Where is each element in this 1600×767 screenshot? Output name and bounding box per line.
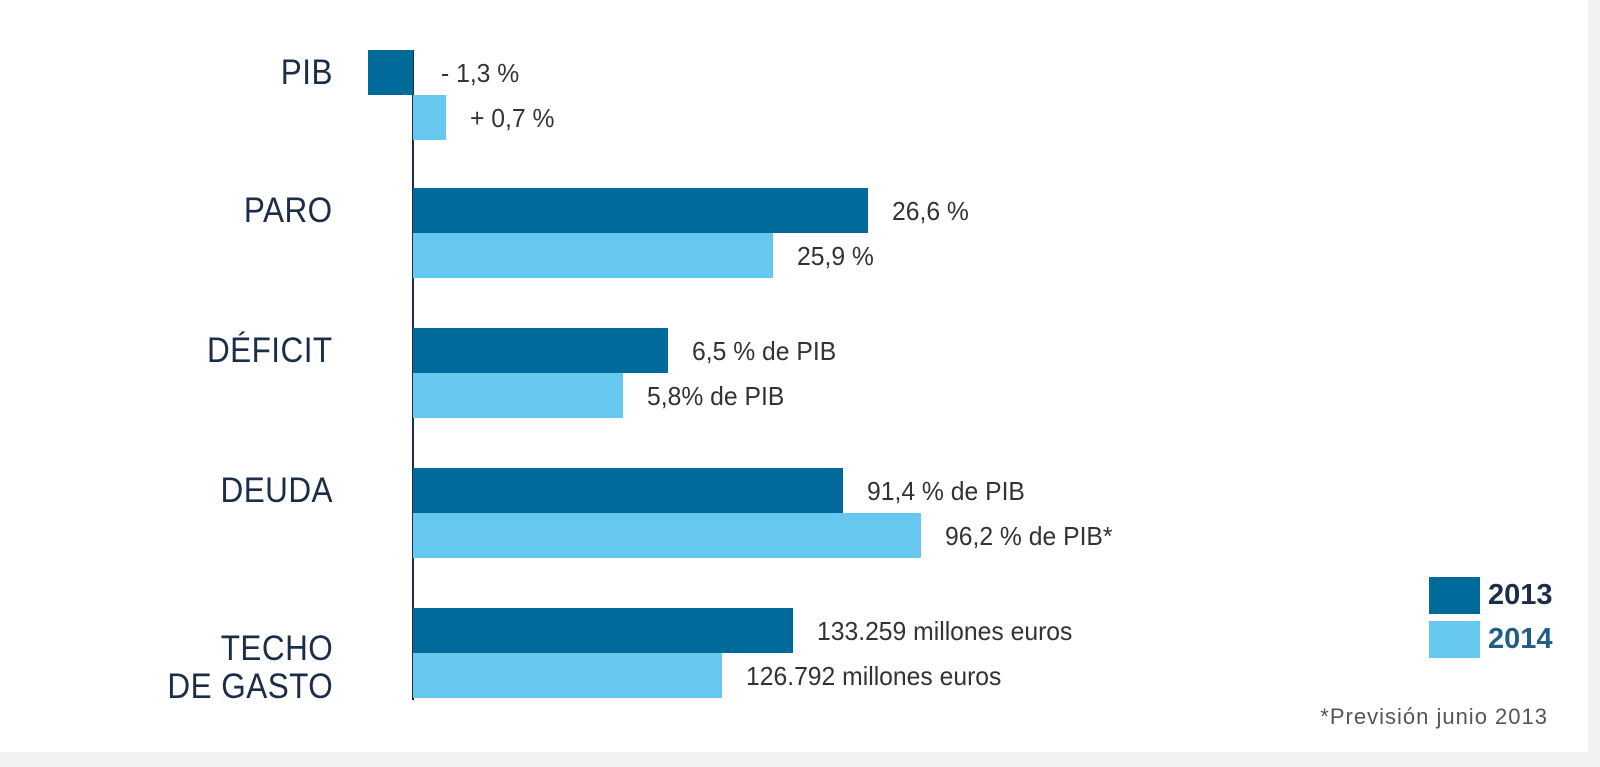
legend-swatch-2014 [1429, 621, 1480, 658]
bar-2013 [413, 188, 868, 233]
footnote: *Previsión junio 2013 [1320, 704, 1548, 729]
data-label: 133.259 millones euros [816, 615, 1073, 646]
legend-label-2013: 2013 [1488, 579, 1553, 611]
data-label: 126.792 millones euros [746, 660, 1002, 691]
data-label: 6,5 % de PIB [691, 335, 836, 366]
chart: 2013 2014 *Previsión junio 2013 PIB - 1,3… [0, 0, 1588, 752]
bar-2013 [413, 468, 843, 513]
bar-2014 [413, 95, 446, 140]
bar-2014 [413, 373, 623, 418]
data-label: + 0,7 % [469, 102, 555, 133]
bar-2014 [413, 513, 921, 558]
category-label: DÉFICIT [207, 331, 333, 370]
data-label: 96,2 % de PIB* [944, 520, 1113, 551]
legend-swatch-2013 [1429, 577, 1480, 614]
bar-2013 [413, 328, 668, 373]
category-label: DEUDA [220, 471, 333, 510]
data-label: - 1,3 % [441, 57, 520, 88]
bar-2013 [368, 50, 413, 95]
legend-label-2014: 2014 [1488, 623, 1553, 655]
bar-2014 [413, 653, 723, 698]
data-label: 5,8% de PIB [646, 380, 785, 411]
category-label: PIB [280, 53, 333, 92]
category-label: PARO [244, 191, 333, 230]
bar-2014 [413, 233, 773, 278]
data-label: 25,9 % [797, 240, 874, 271]
data-label: 26,6 % [891, 195, 969, 226]
category-label: TECHO DE GASTO [167, 629, 333, 706]
data-label: 91,4 % de PIB [866, 475, 1025, 506]
bar-2013 [413, 608, 793, 653]
